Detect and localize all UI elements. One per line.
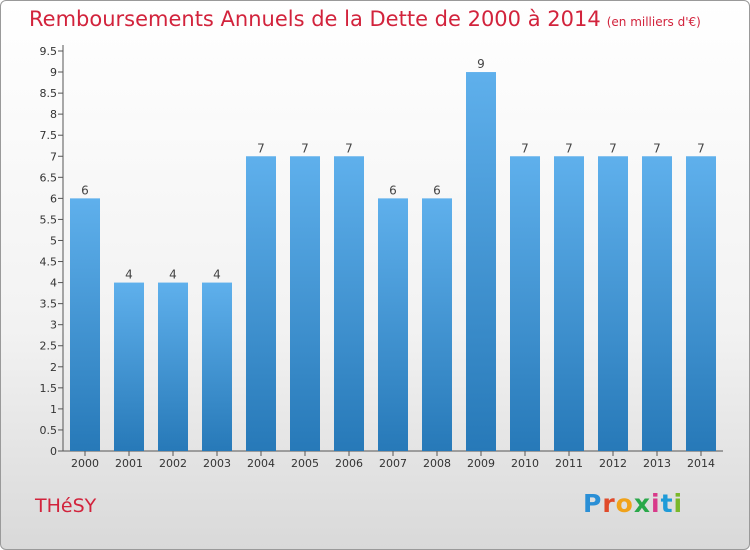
y-tick-label: 5.5 xyxy=(40,213,58,226)
y-tick-label: 6.5 xyxy=(40,171,58,184)
x-tick-label: 2002 xyxy=(159,457,187,470)
chart-title-text: Remboursements Annuels de la Dette de 20… xyxy=(29,7,601,31)
bar xyxy=(554,156,584,451)
y-tick-label: 1.5 xyxy=(40,382,58,395)
x-tick-label: 2014 xyxy=(687,457,715,470)
bar-value-label: 7 xyxy=(653,141,661,155)
bar xyxy=(642,156,672,451)
x-tick-label: 2003 xyxy=(203,457,231,470)
bar xyxy=(334,156,364,451)
chart-title: Remboursements Annuels de la Dette de 20… xyxy=(29,7,701,31)
y-tick-label: 4.5 xyxy=(40,256,58,269)
unit-note: (en milliers d'€) xyxy=(606,15,701,29)
bar xyxy=(378,198,408,451)
bar xyxy=(70,198,100,451)
bar-value-label: 9 xyxy=(477,57,485,71)
y-tick-label: 1 xyxy=(50,403,57,416)
x-tick-label: 2007 xyxy=(379,457,407,470)
y-tick-label: 9 xyxy=(50,66,57,79)
logo-letter: x xyxy=(633,489,651,518)
logo-letter: r xyxy=(602,489,616,518)
bar xyxy=(158,282,188,451)
y-tick-label: 0 xyxy=(50,445,57,458)
bar-value-label: 7 xyxy=(521,141,529,155)
y-tick-label: 2.5 xyxy=(40,340,58,353)
x-tick-label: 2010 xyxy=(511,457,539,470)
y-tick-label: 2 xyxy=(50,361,57,374)
data-labels: 6 4 4 4 7 7 7 6 6 9 7 7 7 7 7 xyxy=(81,57,705,282)
y-tick-label: 0.5 xyxy=(40,424,58,437)
bar-value-label: 6 xyxy=(433,183,441,197)
x-tick-label: 2001 xyxy=(115,457,143,470)
x-tick-label: 2004 xyxy=(247,457,275,470)
x-tick-label: 2011 xyxy=(555,457,583,470)
bar xyxy=(466,72,496,451)
y-tick-label: 7.5 xyxy=(40,129,58,142)
bar-value-label: 7 xyxy=(301,141,309,155)
x-axis: 2000 2001 2002 2003 2004 2005 2006 2007 2008 2009… xyxy=(63,450,723,470)
bar xyxy=(686,156,716,451)
logo-letter: i xyxy=(673,489,684,518)
x-tick-label: 2000 xyxy=(71,457,99,470)
y-tick-label: 9.5 xyxy=(40,45,58,58)
bar xyxy=(598,156,628,451)
y-tick-label: 3.5 xyxy=(40,298,58,311)
x-tick-label: 2009 xyxy=(467,457,495,470)
bars xyxy=(70,72,716,451)
bar xyxy=(114,282,144,451)
y-tick-label: 5 xyxy=(50,234,57,247)
bar xyxy=(510,156,540,451)
proxiti-logo: Proxiti xyxy=(583,489,683,518)
bar-value-label: 4 xyxy=(213,268,221,282)
bar-value-label: 6 xyxy=(81,183,89,197)
x-tick-label: 2006 xyxy=(335,457,363,470)
x-tick-label: 2005 xyxy=(291,457,319,470)
x-tick-label: 2008 xyxy=(423,457,451,470)
bar-value-label: 7 xyxy=(609,141,617,155)
y-tick-label: 7 xyxy=(50,150,57,163)
bar-value-label: 4 xyxy=(169,268,177,282)
y-tick-label: 4 xyxy=(50,277,57,290)
logo-letter: t xyxy=(660,489,674,518)
y-tick-label: 3 xyxy=(50,319,57,332)
y-tick-label: 8.5 xyxy=(40,87,58,100)
logo-letter: i xyxy=(651,489,661,518)
x-tick-label: 2013 xyxy=(643,457,671,470)
y-tick-label: 8 xyxy=(50,108,57,121)
bar-value-label: 7 xyxy=(345,141,353,155)
bar xyxy=(202,282,232,451)
bar-value-label: 7 xyxy=(565,141,573,155)
bar-value-label: 4 xyxy=(125,268,133,282)
logo-letter: P xyxy=(583,489,603,518)
y-axis: 0 0.5 1 1.5 2 2.5 3 3.5 4 4.5 5 5.5 6 6.5 7 7.5 8 8.5 9 9.5 xyxy=(40,45,64,458)
bar xyxy=(290,156,320,451)
bar xyxy=(422,198,452,451)
place-name: THéSY xyxy=(35,495,97,517)
x-tick-label: 2012 xyxy=(599,457,627,470)
bar-value-label: 6 xyxy=(389,183,397,197)
bar xyxy=(246,156,276,451)
bar-value-label: 7 xyxy=(257,141,265,155)
logo-letter: o xyxy=(615,489,634,518)
bar-value-label: 7 xyxy=(697,141,705,155)
y-tick-label: 6 xyxy=(50,192,57,205)
